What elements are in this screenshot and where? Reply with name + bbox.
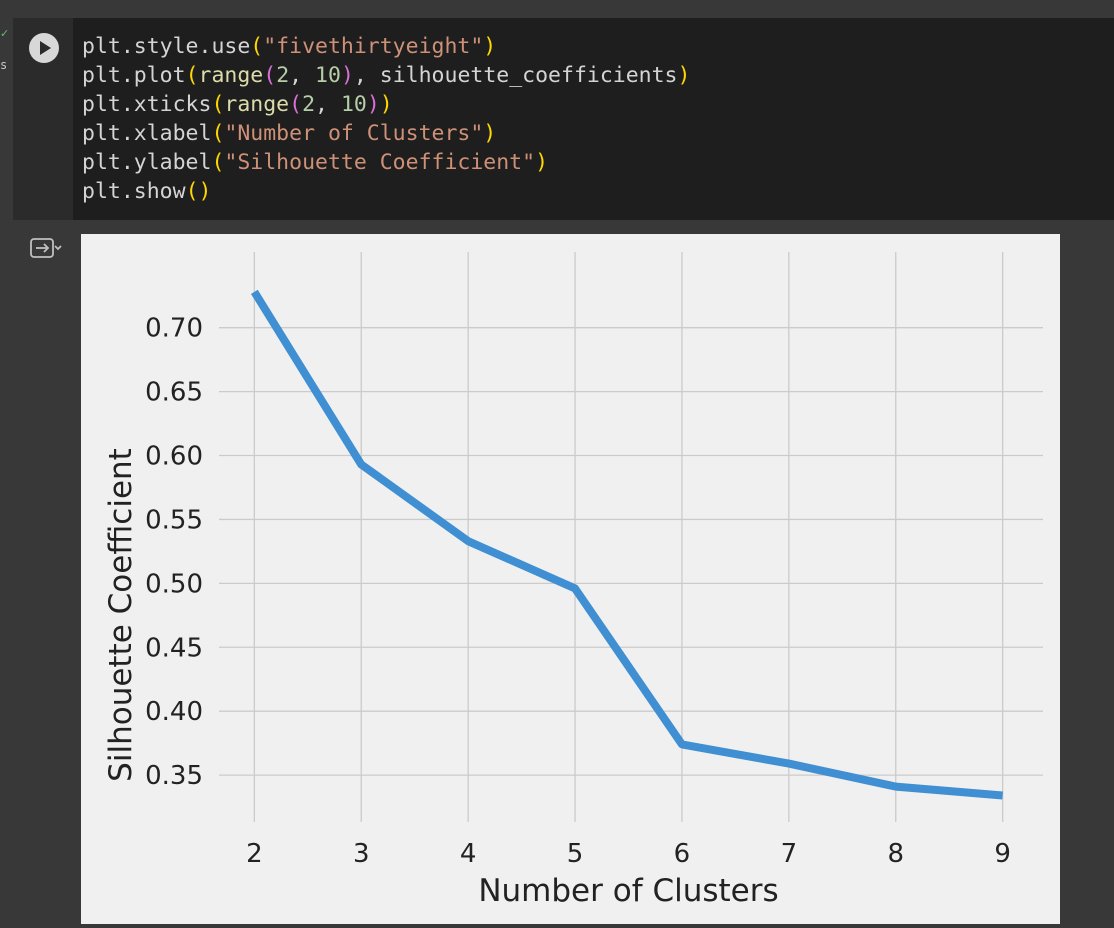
code-token: plt.style.use bbox=[82, 34, 251, 59]
code-token: ( bbox=[263, 63, 277, 88]
code-token: "Silhouette Coefficient" bbox=[224, 150, 536, 175]
code-line: plt.show() bbox=[82, 177, 690, 206]
code-line: plt.xticks(range(2, 10)) bbox=[82, 90, 690, 119]
y-tick-label: 0.45 bbox=[145, 633, 203, 663]
execution-time: s bbox=[0, 58, 8, 72]
code-token: ) bbox=[535, 150, 549, 175]
code-token: , silhouette_coefficients bbox=[353, 63, 678, 88]
x-tick-label: 4 bbox=[460, 839, 477, 869]
code-token: plt.ylabel bbox=[82, 150, 212, 175]
code-token: ) bbox=[366, 92, 380, 117]
code-token: ( bbox=[289, 92, 303, 117]
code-token: , bbox=[315, 92, 341, 117]
y-tick-label: 0.60 bbox=[145, 442, 203, 472]
x-tick-label: 3 bbox=[353, 839, 370, 869]
code-token: plt.xticks bbox=[82, 92, 212, 117]
code-line: plt.style.use("fivethirtyeight") bbox=[82, 32, 690, 61]
code-token: 2 bbox=[302, 92, 316, 117]
y-axis-label: Silhouette Coefficient bbox=[103, 448, 139, 782]
output-collapse-icon[interactable] bbox=[28, 234, 62, 262]
code-token: "fivethirtyeight" bbox=[263, 34, 484, 59]
code-line: plt.ylabel("Silhouette Coefficient") bbox=[82, 148, 690, 177]
code-token: , bbox=[289, 63, 316, 88]
code-text[interactable]: plt.style.use("fivethirtyeight") plt.plot… bbox=[82, 32, 690, 206]
check-icon: ✓ bbox=[0, 27, 10, 40]
cell-left-gutter bbox=[0, 18, 13, 928]
y-tick-label: 0.70 bbox=[145, 314, 203, 344]
x-tick-label: 6 bbox=[674, 839, 691, 869]
code-token: ) bbox=[677, 63, 691, 88]
y-tick-label: 0.40 bbox=[145, 697, 203, 727]
code-token: 2 bbox=[276, 63, 290, 88]
x-tick-label: 8 bbox=[887, 839, 904, 869]
series-line bbox=[250, 289, 1003, 800]
code-line: plt.xlabel("Number of Clusters") bbox=[82, 119, 690, 148]
code-token: ) bbox=[483, 121, 497, 146]
x-tick-label: 9 bbox=[994, 839, 1011, 869]
right-margin bbox=[1060, 234, 1114, 928]
code-token: "Number of Clusters" bbox=[224, 121, 484, 146]
code-line: plt.plot(range(2, 10), silhouette_coeffi… bbox=[82, 61, 690, 90]
code-token: plt.show bbox=[82, 179, 186, 204]
y-tick-label: 0.55 bbox=[145, 505, 203, 535]
x-axis-label: Number of Clusters bbox=[478, 873, 778, 909]
code-token: range bbox=[224, 92, 290, 117]
code-token: plt.xlabel bbox=[82, 121, 212, 146]
code-token: ( bbox=[211, 121, 225, 146]
x-tick-label: 5 bbox=[567, 839, 584, 869]
code-token: ( bbox=[211, 150, 225, 175]
code-token: ( bbox=[185, 63, 199, 88]
notebook-top-strip bbox=[0, 0, 1114, 18]
play-circle-icon[interactable] bbox=[29, 33, 59, 63]
code-token: 10 bbox=[340, 92, 367, 117]
code-token: ( bbox=[211, 92, 225, 117]
y-tick-label: 0.35 bbox=[145, 761, 203, 791]
code-token: plt.plot bbox=[82, 63, 186, 88]
code-cell-editor[interactable] bbox=[13, 18, 1114, 220]
line-chart: 2 3 4 5 6 7 8 9 0.35 0.40 0.45 0.50 0.55 0.60 0.65 0.70… bbox=[103, 252, 1043, 909]
y-tick-label: 0.65 bbox=[145, 378, 203, 408]
code-token: () bbox=[185, 179, 212, 204]
code-token: ) bbox=[340, 63, 354, 88]
code-token: ( bbox=[250, 34, 264, 59]
x-tick-label: 7 bbox=[781, 839, 798, 869]
x-tick-label: 2 bbox=[246, 839, 263, 869]
code-token: range bbox=[198, 63, 264, 88]
y-tick-label: 0.50 bbox=[145, 569, 203, 599]
code-token: ) bbox=[483, 34, 497, 59]
code-token: 10 bbox=[315, 63, 341, 88]
code-token: ) bbox=[379, 92, 393, 117]
plot-figure: 2 3 4 5 6 7 8 9 0.35 0.40 0.45 0.50 0.55 0.60 0.65 0.70… bbox=[81, 234, 1060, 924]
